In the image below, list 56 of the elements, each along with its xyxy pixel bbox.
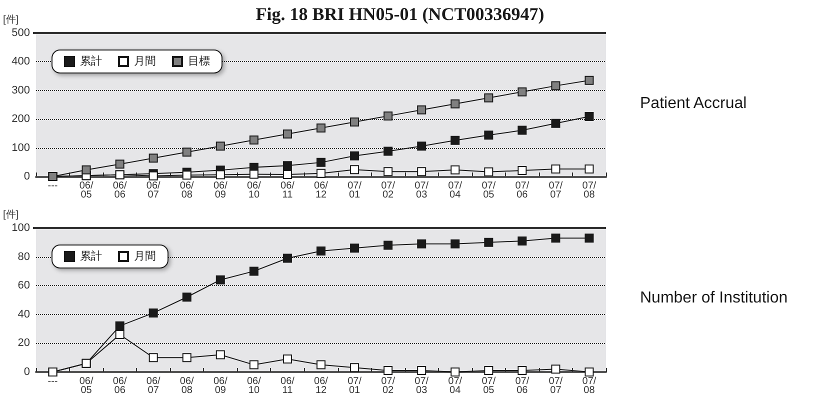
y-tick-label: 20 xyxy=(18,337,30,350)
text: Patient Accrual xyxy=(640,95,747,112)
x-tick-label: 07/07 xyxy=(548,376,563,396)
y-tick-label: 200 xyxy=(12,113,30,126)
y-axis-title: [件] xyxy=(3,14,19,26)
y-tick-label: 0 xyxy=(24,366,30,378)
x-tick-label: 07/01 xyxy=(348,180,362,200)
x-tick-label: 06/12 xyxy=(314,376,328,396)
y-tick-label: 300 xyxy=(12,84,30,96)
x-tick-label: 06/05 xyxy=(79,376,94,396)
x-tick-label: 06/09 xyxy=(213,180,228,200)
x-tick-label: 06/06 xyxy=(112,180,127,200)
x-tick-label: 07/08 xyxy=(582,376,596,396)
x-tick-label: 06/08 xyxy=(180,376,194,396)
y-tick-label: 100 xyxy=(12,222,30,234)
x-tick-label: 07/04 xyxy=(448,376,462,396)
y-tick-label: 500 xyxy=(12,27,30,39)
x-tick-label: --- xyxy=(48,376,58,387)
x-tick-label: 07/04 xyxy=(448,180,462,200)
y-axis-title: [件] xyxy=(3,210,19,220)
x-tick-label: 07/02 xyxy=(381,180,396,200)
x-tick-label: 07/06 xyxy=(515,180,530,200)
x-tick-label: 07/01 xyxy=(348,376,362,396)
y-tick-label: 0 xyxy=(24,170,30,182)
text: Number of Institution xyxy=(640,290,788,306)
legend-label: 月間 xyxy=(134,56,156,68)
y-tick-label: 60 xyxy=(18,280,30,292)
chart-title: Fig. 18 BRI HN05-01 (NCT00336947) xyxy=(256,4,544,24)
x-tick-label: 06/11 xyxy=(280,376,295,396)
x-tick-label: 06/06 xyxy=(112,376,127,396)
x-tick-label: 06/11 xyxy=(280,180,295,200)
legend-label: 累計 xyxy=(80,54,102,68)
y-tick-label: 40 xyxy=(18,308,30,320)
x-tick-label: 06/12 xyxy=(314,180,328,200)
legend-label: 累計 xyxy=(80,250,102,262)
x-tick-label: 07/05 xyxy=(482,376,496,396)
y-tick-label: 80 xyxy=(18,250,30,263)
x-tick-label: 07/03 xyxy=(414,376,429,396)
x-tick-label: 07/05 xyxy=(482,180,496,200)
x-tick-label: 07/06 xyxy=(515,376,530,396)
x-tick-label: 06/07 xyxy=(146,180,161,200)
x-tick-label: 06/07 xyxy=(146,376,161,396)
x-tick-label: 06/08 xyxy=(180,180,194,200)
y-tick-label: 400 xyxy=(12,56,30,68)
x-tick-label: 06/05 xyxy=(79,180,94,200)
x-tick-label: 06/10 xyxy=(246,180,262,200)
x-tick-label: 06/09 xyxy=(213,376,228,396)
x-tick-label: 07/08 xyxy=(582,180,596,200)
x-tick-label: 06/10 xyxy=(246,376,262,396)
x-tick-label: 07/02 xyxy=(381,376,396,396)
legend-label: 月間 xyxy=(134,250,156,262)
y-tick-label: 100 xyxy=(12,142,30,154)
x-tick-label: --- xyxy=(48,180,58,192)
legend-label: 目標 xyxy=(188,56,210,68)
x-tick-label: 07/07 xyxy=(548,180,563,200)
x-tick-label: 07/03 xyxy=(414,180,429,200)
